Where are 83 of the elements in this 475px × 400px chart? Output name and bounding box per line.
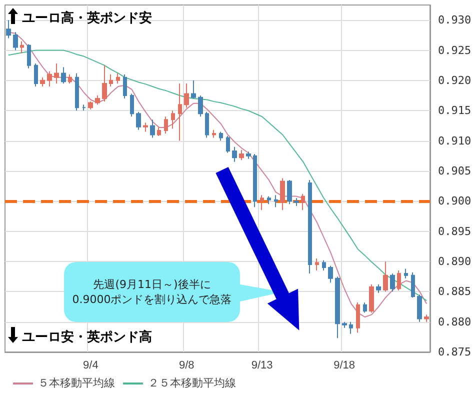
- candlestick: [116, 72, 120, 84]
- candlestick: [274, 194, 278, 208]
- candlestick: [95, 95, 100, 106]
- candlestick: [363, 302, 367, 314]
- candlestick: [184, 82, 189, 108]
- candlestick: [27, 44, 31, 69]
- candlestick: [6, 20, 11, 39]
- candlestick: [315, 258, 319, 272]
- candlestick: [260, 194, 264, 211]
- candlestick: [171, 110, 175, 130]
- candlestick: [157, 127, 161, 136]
- candlestick: [376, 284, 381, 294]
- candlestick: [205, 111, 209, 138]
- candlestick: [335, 276, 340, 339]
- candlestick: [390, 273, 395, 292]
- y-tick-label: 0.900: [438, 194, 472, 208]
- y-tick-label: 0.910: [438, 134, 472, 148]
- y-tick-label: 0.875: [438, 346, 472, 358]
- candlestick: [287, 180, 292, 205]
- candlestick: [219, 131, 223, 142]
- candlestick: [130, 93, 134, 118]
- candlestick: [34, 63, 38, 87]
- x-tick-label: 9/13: [251, 360, 273, 372]
- candlestick: [301, 193, 305, 211]
- candlestick: [88, 101, 93, 110]
- y-tick-label: 0.895: [438, 224, 472, 238]
- candlestick: [411, 272, 415, 298]
- candlestick: [82, 104, 86, 112]
- annotation: 先週(9月11日～)後半に 0.9000ポンドを割り込んで急落: [64, 262, 240, 322]
- candlestick: [232, 146, 237, 162]
- x-tick-label: 9/4: [83, 360, 98, 372]
- candlestick: [308, 180, 312, 274]
- x-tick-label: 9/8: [179, 360, 194, 372]
- candlestick: [61, 66, 66, 84]
- candlestick: [123, 74, 127, 100]
- candlestick: [109, 74, 113, 87]
- y-tick-label: 0.905: [438, 164, 472, 178]
- annotation: ユーロ安・英ポンド高: [22, 328, 152, 346]
- candlestick: [369, 284, 374, 314]
- candlestick: [404, 268, 408, 279]
- candlestick: [20, 40, 24, 54]
- candlestick: [424, 314, 429, 322]
- x-tick-label: 9/18: [334, 360, 356, 372]
- candlestick: [47, 70, 52, 87]
- y-tick-label: 0.930: [438, 14, 472, 27]
- candlestick: [102, 64, 107, 102]
- candlestick: [212, 129, 216, 138]
- candlestick: [40, 76, 45, 87]
- candlestick: [328, 265, 333, 284]
- candlestick: [198, 95, 203, 118]
- y-tick-label: 0.920: [438, 74, 472, 87]
- candlestick: [178, 82, 182, 142]
- y-tick-label: 0.890: [438, 254, 472, 268]
- candlestick: [54, 63, 59, 84]
- candlestick: [136, 111, 141, 130]
- y-tick-label: 0.880: [438, 315, 472, 328]
- candlestick: [267, 196, 271, 205]
- legend-label: ５本移動平均線: [38, 376, 115, 390]
- y-tick-label: 0.925: [438, 44, 472, 57]
- candlestick: [383, 260, 388, 292]
- candlestick: [253, 154, 257, 208]
- candlestick: [417, 294, 422, 322]
- legend-label: ２５本移動平均線: [148, 376, 236, 390]
- y-tick-label: 0.915: [438, 104, 472, 118]
- candlestick: [226, 135, 230, 154]
- candlestick: [164, 116, 168, 134]
- candlestick: [75, 72, 79, 112]
- candlestick: [322, 260, 326, 272]
- candlestick: [294, 198, 299, 206]
- candlestick: [68, 74, 72, 84]
- annotation: ユーロ高・英ポンド安: [22, 10, 152, 27]
- candlestick: [246, 151, 251, 160]
- candlestick: [191, 80, 196, 100]
- candlestick: [342, 321, 347, 328]
- candlestick: [239, 149, 244, 161]
- candlestick: [143, 122, 148, 132]
- y-tick-label: 0.885: [438, 285, 472, 298]
- candlestick: [349, 321, 353, 334]
- candlestick: [13, 32, 18, 51]
- candlestick: [356, 302, 360, 334]
- candlestick: [280, 178, 285, 211]
- candlestick: [397, 270, 401, 291]
- candlestick: [150, 119, 155, 138]
